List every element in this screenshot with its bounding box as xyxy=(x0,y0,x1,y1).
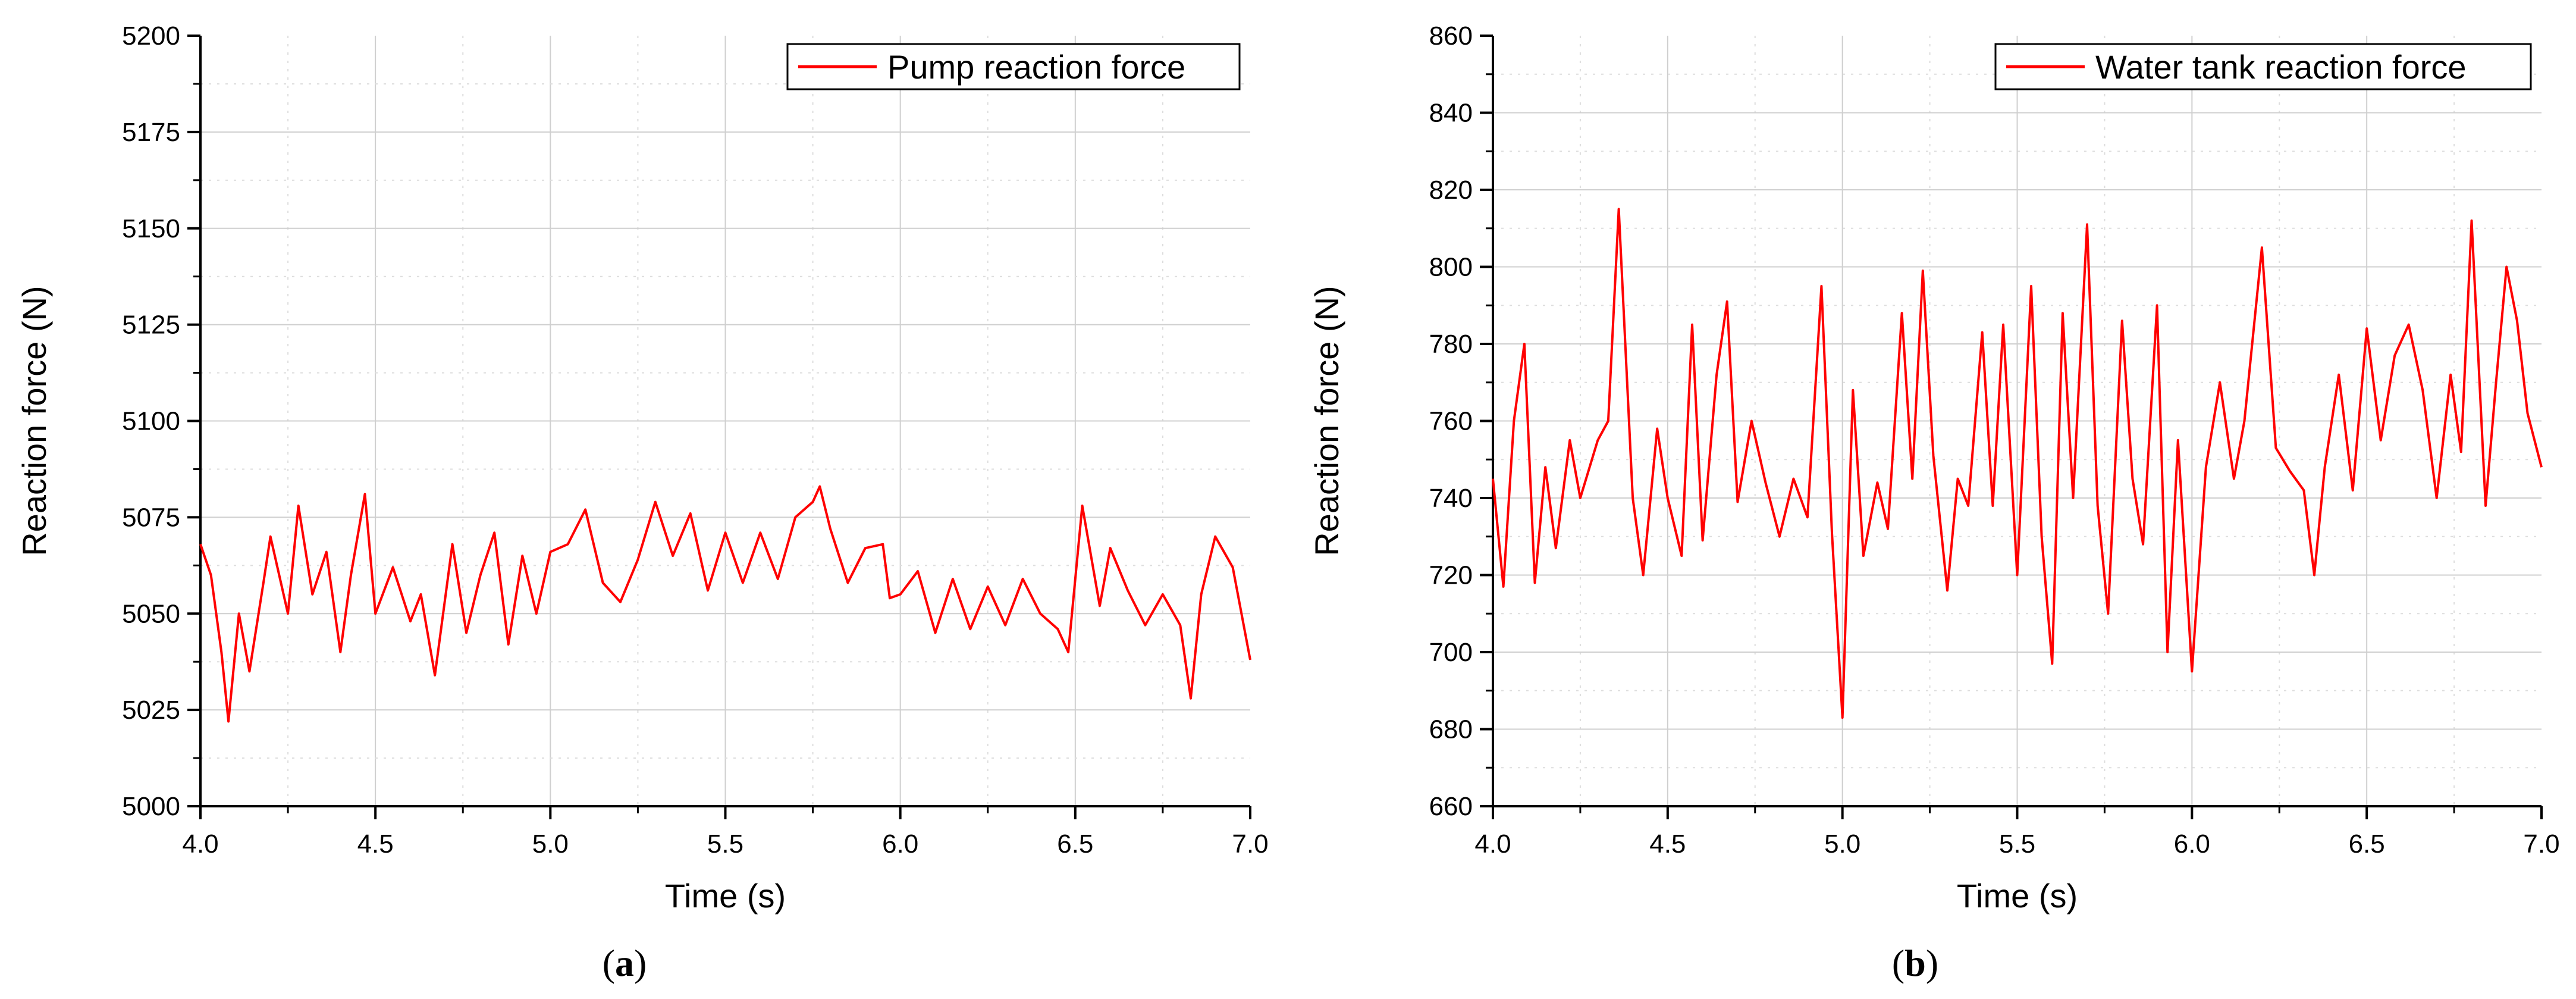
x-tick-label: 6.0 xyxy=(882,829,918,859)
x-tick-label: 5.5 xyxy=(707,829,743,859)
x-tick-label: 5.5 xyxy=(1999,829,2035,859)
x-axis-title: Time (s) xyxy=(1957,877,2078,915)
y-tick-label: 740 xyxy=(1429,484,1473,513)
x-tick-label: 4.5 xyxy=(357,829,394,859)
y-tick-label: 820 xyxy=(1429,176,1473,205)
caption-paren-open: ( xyxy=(603,942,615,984)
x-axis-title: Time (s) xyxy=(665,877,786,915)
caption-paren-open: ( xyxy=(1892,942,1904,984)
x-tick-label: 4.0 xyxy=(1474,829,1511,859)
x-tick-label: 5.0 xyxy=(1824,829,1860,859)
x-tick-label: 4.5 xyxy=(1649,829,1686,859)
caption-paren-close: ) xyxy=(634,942,647,984)
y-tick-label: 800 xyxy=(1429,253,1473,282)
y-tick-label: 760 xyxy=(1429,407,1473,436)
x-tick-label: 4.0 xyxy=(182,829,218,859)
caption-letter: b xyxy=(1904,942,1926,984)
y-tick-label: 840 xyxy=(1429,99,1473,128)
y-tick-label: 860 xyxy=(1429,21,1473,51)
panel-b-water-tank-reaction-force: 4.0 4.5 5.0 5.5 6.0 6.5 7.0 660 680 700 720 740 760 7… xyxy=(1308,21,2560,984)
y-tick-label: 5175 xyxy=(122,118,180,147)
panel-caption: (b) xyxy=(1892,942,1938,984)
y-tick-label: 700 xyxy=(1429,638,1473,667)
legend-label: Water tank reaction force xyxy=(2095,48,2467,86)
y-axis-title: Reaction force (N) xyxy=(1308,286,1345,556)
y-tick-label: 5100 xyxy=(122,407,180,436)
x-tick-label: 6.0 xyxy=(2174,829,2210,859)
y-axis-title: Reaction force (N) xyxy=(15,286,53,556)
panel-caption: (a) xyxy=(603,942,647,984)
series-line-0 xyxy=(199,485,1251,723)
y-tick-label: 5125 xyxy=(122,311,180,340)
y-tick-label: 660 xyxy=(1429,792,1473,821)
y-tick-label: 780 xyxy=(1429,330,1473,359)
y-tick-label: 5025 xyxy=(122,696,180,725)
caption-letter: a xyxy=(615,942,634,984)
y-tick-label: 5150 xyxy=(122,214,180,243)
y-tick-label: 720 xyxy=(1429,561,1473,590)
y-tick-label: 5050 xyxy=(122,599,180,628)
x-tick-label: 6.5 xyxy=(1057,829,1093,859)
panel-a-pump-reaction-force: 4.0 4.5 5.0 5.5 6.0 6.5 7.0 5000 5025 5050 5075 510… xyxy=(15,21,1269,984)
series-line-0 xyxy=(1492,208,2543,719)
y-tick-label: 5075 xyxy=(122,503,180,532)
y-tick-label: 5200 xyxy=(122,21,180,51)
caption-paren-close: ) xyxy=(1926,942,1938,984)
x-tick-label: 6.5 xyxy=(2349,829,2385,859)
x-tick-label: 7.0 xyxy=(2523,829,2559,859)
y-tick-label: 680 xyxy=(1429,715,1473,744)
x-tick-label: 5.0 xyxy=(532,829,569,859)
x-tick-label: 7.0 xyxy=(1232,829,1268,859)
legend-label: Pump reaction force xyxy=(887,48,1185,86)
y-tick-label: 5000 xyxy=(122,792,180,821)
